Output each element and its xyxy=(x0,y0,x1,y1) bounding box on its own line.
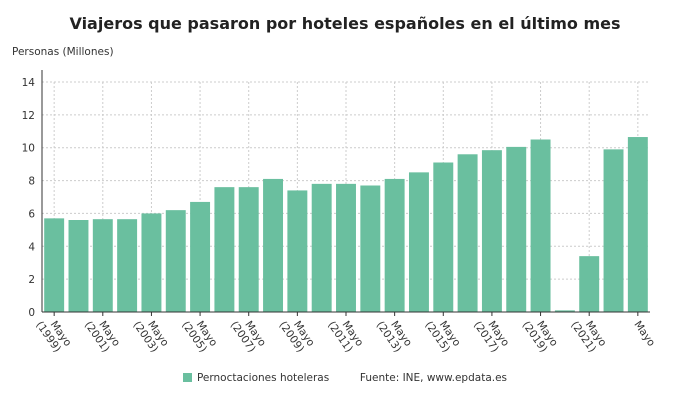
y-tick-label: 14 xyxy=(22,77,36,89)
y-tick-label: 10 xyxy=(22,143,35,155)
x-tick-label: Mayo(2011) xyxy=(325,312,365,355)
y-tick-label: 4 xyxy=(28,241,35,253)
bar xyxy=(457,154,478,312)
bar xyxy=(92,219,113,312)
bar xyxy=(360,185,381,312)
bar xyxy=(433,162,454,312)
bar xyxy=(287,190,308,312)
bar xyxy=(530,139,551,312)
bar xyxy=(384,178,405,312)
bar xyxy=(311,183,332,312)
bar xyxy=(117,219,138,312)
legend-swatch xyxy=(182,373,192,382)
x-tick-label: Mayo(2019) xyxy=(520,312,560,355)
bar xyxy=(506,146,527,312)
bar xyxy=(165,210,186,312)
bar xyxy=(408,172,429,312)
chart-title: Viajeros que pasaron por hoteles español… xyxy=(69,14,621,33)
bar xyxy=(68,220,89,312)
x-tick-label: Mayo(2003) xyxy=(131,312,171,355)
y-tick-label: 8 xyxy=(28,176,35,188)
bar xyxy=(263,178,284,312)
bar xyxy=(481,150,502,312)
x-tick-label: Mayo(2013) xyxy=(374,312,414,355)
y-tick-label: 12 xyxy=(22,110,35,122)
x-tick-label: Mayo(2005) xyxy=(179,312,219,355)
legend-label: Pernoctaciones hoteleras xyxy=(196,372,330,384)
bar xyxy=(141,213,162,312)
y-tick-label: 6 xyxy=(28,208,35,220)
y-axis-label: Personas (Millones) xyxy=(12,46,114,58)
bar xyxy=(336,183,356,312)
bar xyxy=(190,201,211,312)
x-tick-label: Mayo(2007) xyxy=(228,312,268,355)
source-text: Fuente: INE, www.epdata.es xyxy=(359,372,508,384)
bar xyxy=(579,256,600,312)
bar xyxy=(214,187,235,312)
bar xyxy=(238,187,259,312)
x-tick-label: Mayo(2009) xyxy=(276,312,316,355)
y-tick-label: 2 xyxy=(28,274,35,286)
x-tick-label: Mayo(1999) xyxy=(33,312,73,355)
x-tick-label: Mayo(2015) xyxy=(422,312,462,355)
x-tick-label: Mayo(2017) xyxy=(471,312,511,355)
y-tick-label: 0 xyxy=(28,307,35,319)
bar xyxy=(44,218,65,312)
bar xyxy=(603,149,624,312)
x-tick-label: Mayo(2021) xyxy=(568,312,608,355)
x-tick-label: Mayo(2001) xyxy=(82,312,122,355)
bar xyxy=(627,137,648,312)
x-tick-label: Mayo xyxy=(631,319,657,349)
legend: Pernoctaciones hoteleras Fuente: INE, ww… xyxy=(0,372,690,384)
bar xyxy=(554,310,575,312)
